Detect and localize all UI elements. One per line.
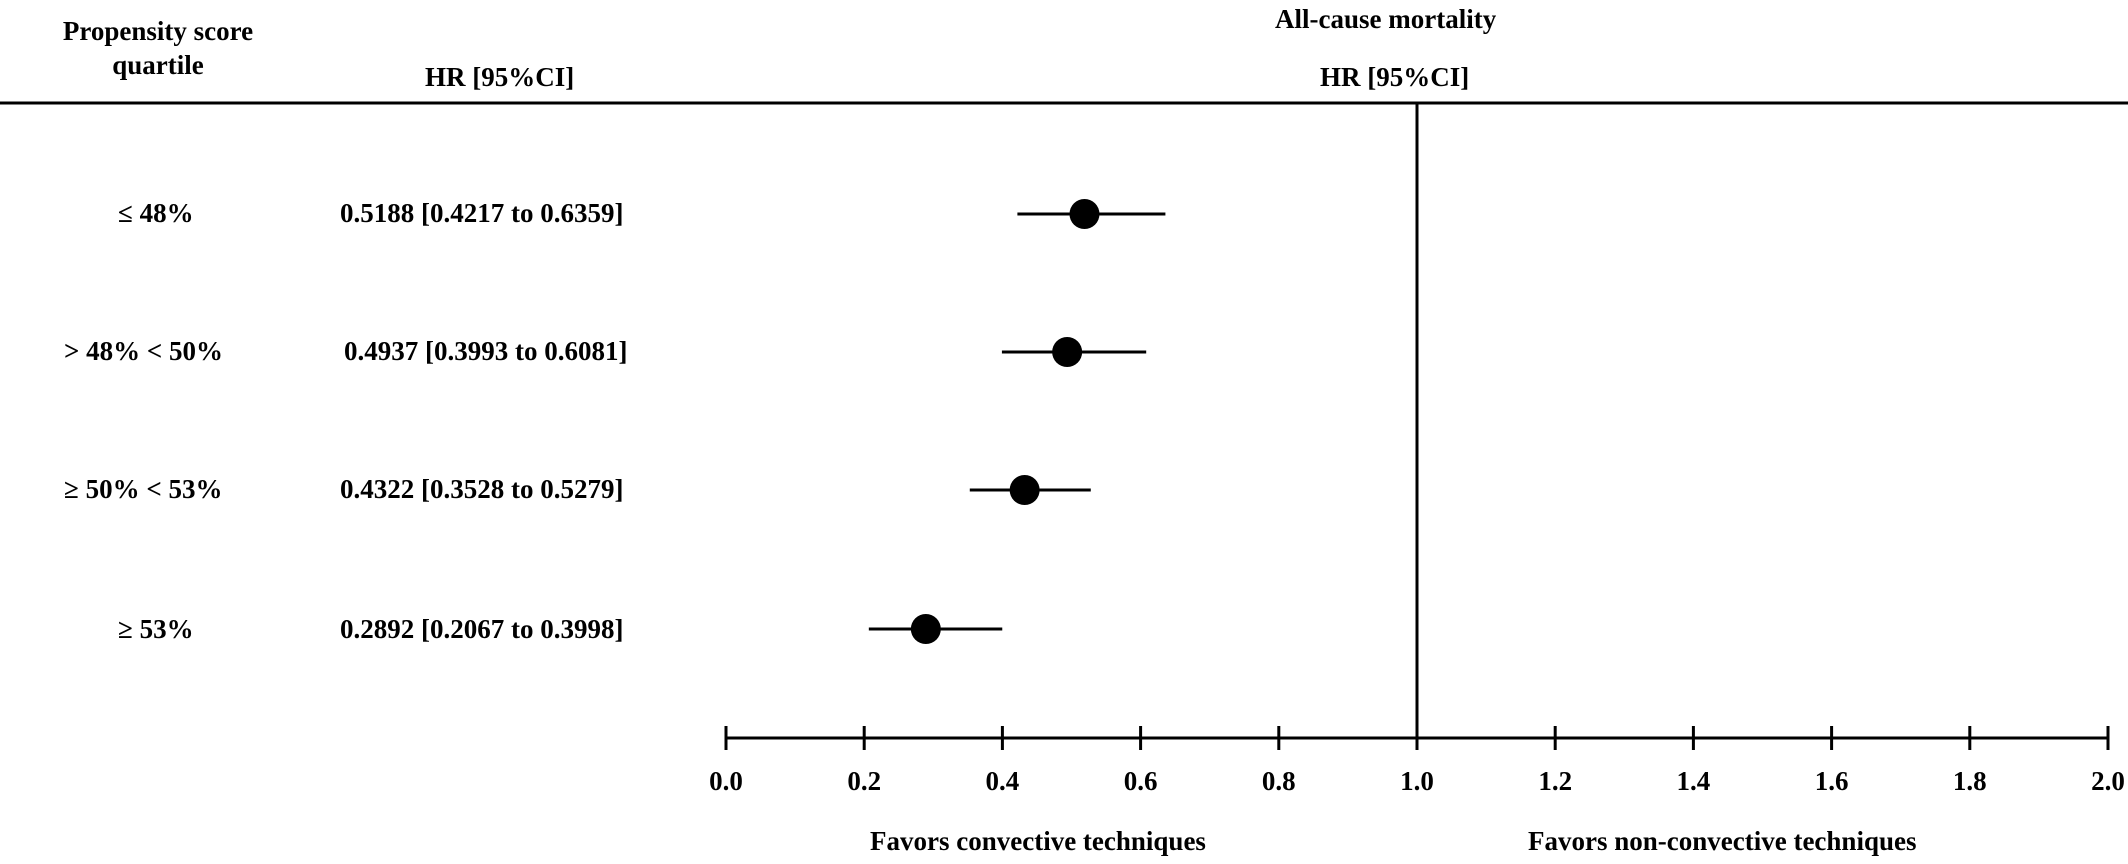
quartile-column-header: Propensity score quartile [48, 14, 268, 82]
x-tick-label: 1.6 [1815, 766, 1849, 796]
row-label: ≥ 53% [118, 614, 194, 644]
row-label: ≥ 50% < 53% [64, 474, 223, 504]
row-label: ≤ 48% [118, 198, 194, 228]
x-tick-label: 0.8 [1262, 766, 1296, 796]
row-hr-value: 0.2892 [0.2067 to 0.3998] [340, 614, 624, 644]
hr-column-header: HR [95%CI] [425, 62, 575, 92]
x-tick-label: 0.2 [847, 766, 881, 796]
row-label: > 48% < 50% [64, 336, 224, 366]
x-tick-label: 1.2 [1538, 766, 1572, 796]
quartile-header-line2: quartile [112, 50, 204, 80]
x-tick-label: 0.4 [986, 766, 1020, 796]
row-hr-value: 0.4937 [0.3993 to 0.6081] [344, 336, 628, 366]
row-hr-value: 0.4322 [0.3528 to 0.5279] [340, 474, 624, 504]
x-tick-label: 1.8 [1953, 766, 1987, 796]
x-tick-label: 0.6 [1124, 766, 1158, 796]
hr-point [1009, 475, 1040, 505]
hr-point [910, 614, 941, 644]
x-tick-label: 1.4 [1677, 766, 1711, 796]
x-tick-label: 0.0 [709, 766, 743, 796]
hr-point [1069, 199, 1100, 229]
favors-left-label: Favors convective techniques [870, 826, 1206, 856]
row-hr-value: 0.5188 [0.4217 to 0.6359] [340, 198, 624, 228]
chart-title: All-cause mortality [1275, 4, 1497, 34]
chart-hr-header: HR [95%CI] [1320, 62, 1470, 92]
favors-right-label: Favors non-convective techniques [1528, 826, 1917, 856]
quartile-header-line1: Propensity score [62, 16, 254, 46]
hr-point [1052, 337, 1083, 367]
x-tick-label: 2.0 [2091, 766, 2125, 796]
x-tick-label: 1.0 [1400, 766, 1434, 796]
